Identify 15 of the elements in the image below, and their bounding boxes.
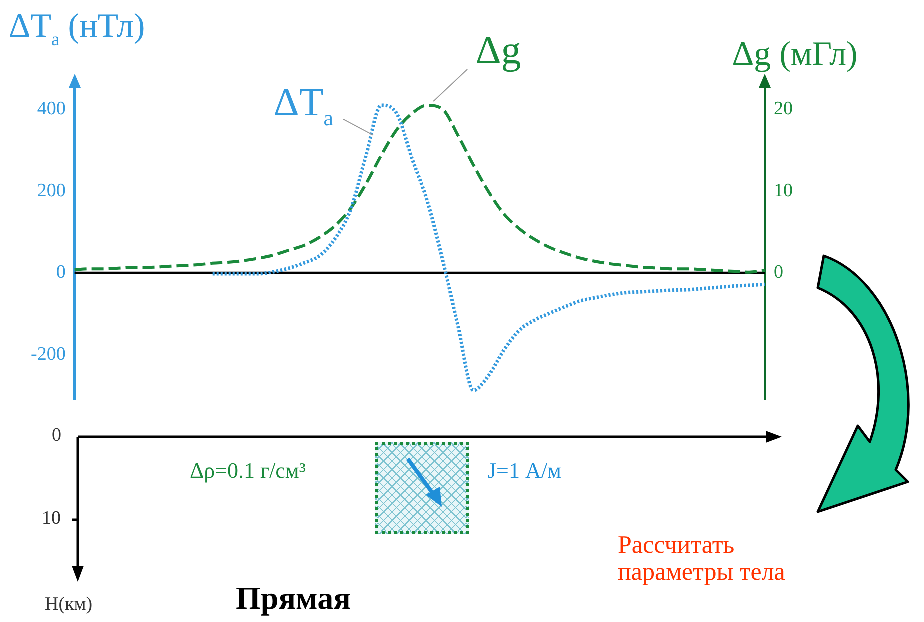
y-tick-label: 400	[37, 98, 66, 120]
text: Δρ=0.1 г/см³	[190, 458, 306, 484]
y-tick-label: -200	[31, 344, 66, 365]
y-tick-label: 0	[56, 262, 66, 284]
y2-tick-label: 20	[774, 98, 793, 120]
y2-tick-label: 10	[774, 180, 793, 202]
series-label: Δg	[476, 27, 522, 72]
text: Прямая	[236, 580, 351, 617]
text: 10	[42, 508, 61, 530]
y-tick-label: 200	[37, 180, 66, 202]
y2-axis-title: Δg (мГл)	[732, 36, 858, 73]
text: Рассчитать параметры тела	[618, 532, 786, 586]
y2-tick-label: 0	[774, 262, 784, 284]
text: H(км)	[45, 594, 93, 616]
text: J=1 А/м	[488, 458, 562, 484]
